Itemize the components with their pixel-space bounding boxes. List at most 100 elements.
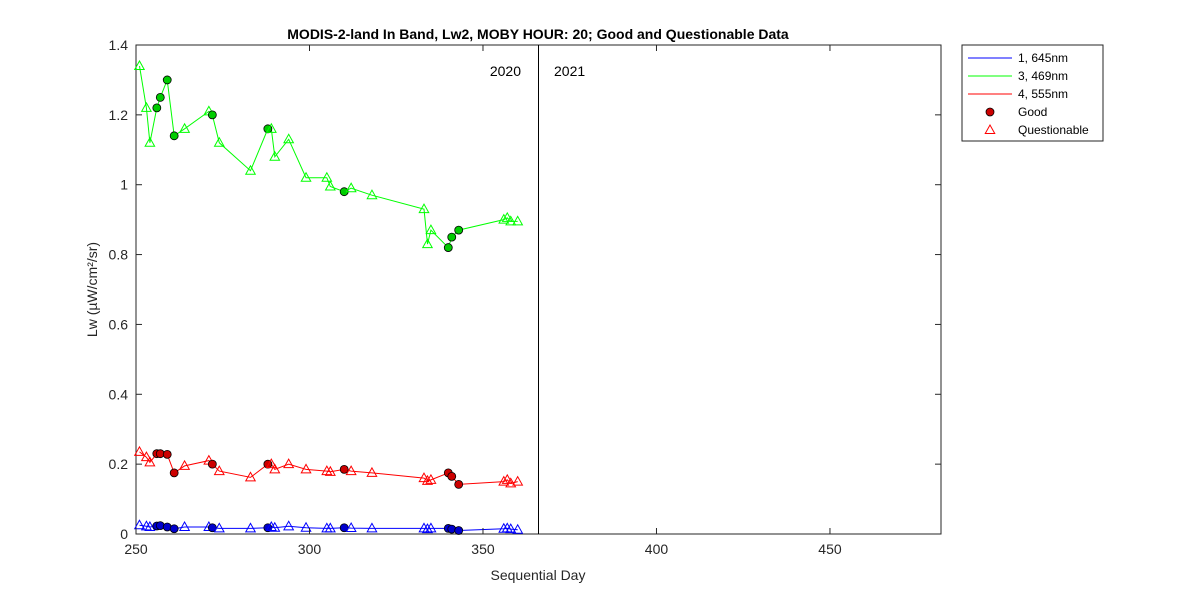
questionable-point <box>418 522 430 533</box>
questionable-point <box>144 136 156 147</box>
y-tick-label: 1.2 <box>109 107 129 123</box>
y-tick-label: 0.6 <box>109 316 129 332</box>
questionable-point <box>324 465 336 476</box>
questionable-point <box>498 213 510 224</box>
questionable-point <box>283 133 295 144</box>
questionable-point <box>425 224 437 235</box>
y-axis-label: Lw (µW/cm²/sr) <box>84 242 100 337</box>
good-point <box>152 103 162 113</box>
x-tick-label: 400 <box>645 541 669 557</box>
axis-ticks: 250 300 350 400 450 0 0.2 0.4 0.6 0.8 1 1.2 1.4 <box>109 37 941 557</box>
questionable-point <box>512 475 524 486</box>
questionable-point <box>425 473 437 484</box>
good-point <box>454 480 464 489</box>
questionable-point <box>366 189 378 200</box>
legend-circle-swatch <box>985 107 995 117</box>
legend-label: Good <box>1018 105 1047 119</box>
good-point <box>454 526 464 535</box>
legend-label: Questionable <box>1018 123 1089 137</box>
questionable-point <box>421 474 434 485</box>
legend-triangle-swatch <box>984 123 996 134</box>
year-label-left: 2020 <box>490 63 521 79</box>
legend-label: 4, 555nm <box>1018 87 1068 101</box>
y-tick-label: 1.4 <box>109 37 129 53</box>
x-tick-label: 250 <box>124 541 148 557</box>
good-point <box>443 243 453 252</box>
questionable-point <box>300 171 312 182</box>
good-point <box>169 131 179 141</box>
questionable-point <box>244 522 257 533</box>
questionable-point <box>283 458 295 469</box>
questionable-point <box>265 520 277 532</box>
questionable-point <box>133 59 146 70</box>
questionable-point <box>283 520 295 531</box>
questionable-point <box>144 456 156 467</box>
questionable-point <box>418 203 430 214</box>
questionable-point <box>265 458 277 469</box>
good-point <box>339 464 349 474</box>
good-point <box>169 524 179 534</box>
questionable-point <box>144 520 156 532</box>
questionable-point <box>501 211 513 222</box>
legend-label: 1, 645nm <box>1018 51 1068 65</box>
questionable-point <box>269 521 281 532</box>
good-point <box>207 459 217 469</box>
questionable-point <box>133 519 146 530</box>
plot-marks <box>133 45 539 535</box>
y-tick-label: 0.2 <box>109 456 129 472</box>
questionable-point <box>425 522 437 533</box>
questionable-point <box>324 180 336 191</box>
questionable-point <box>213 522 225 533</box>
questionable-point <box>501 473 513 484</box>
good-point <box>155 92 165 102</box>
year-label-right: 2021 <box>554 63 585 79</box>
questionable-point <box>345 522 357 533</box>
questionable-point <box>345 465 357 476</box>
questionable-point <box>512 215 524 226</box>
questionable-point <box>133 445 146 456</box>
good-point <box>447 471 457 481</box>
y-tick-label: 0 <box>120 526 128 542</box>
questionable-point <box>300 521 312 532</box>
good-point <box>169 468 179 478</box>
questionable-point <box>505 523 517 534</box>
questionable-point <box>321 171 333 182</box>
good-point <box>162 449 172 459</box>
questionable-point <box>321 465 333 476</box>
questionable-point <box>505 215 517 226</box>
y-tick-label: 1 <box>120 177 128 193</box>
good-point <box>162 75 172 85</box>
y-tick-label: 0.8 <box>109 247 129 263</box>
questionable-point <box>140 101 153 112</box>
questionable-point <box>501 522 513 533</box>
x-tick-label: 450 <box>818 541 842 557</box>
questionable-point <box>213 465 225 476</box>
chart-title: MODIS-2-land In Band, Lw2, MOBY HOUR: 20… <box>287 26 789 42</box>
x-tick-label: 300 <box>298 541 322 557</box>
legend-box <box>961 44 1104 142</box>
good-point <box>447 232 457 242</box>
questionable-point <box>178 520 191 532</box>
questionable-point <box>244 471 257 482</box>
questionable-point <box>213 136 225 147</box>
questionable-point <box>345 182 357 193</box>
questionable-point <box>140 520 153 531</box>
legend-label: 3, 469nm <box>1018 69 1068 83</box>
questionable-point <box>421 523 434 534</box>
questionable-point <box>265 122 277 133</box>
good-point <box>454 225 464 235</box>
questionable-point <box>505 477 517 488</box>
questionable-point <box>366 466 378 477</box>
questionable-point <box>498 475 510 486</box>
questionable-point <box>366 522 378 533</box>
questionable-point <box>421 238 434 249</box>
x-tick-label: 350 <box>471 541 495 557</box>
questionable-point <box>300 463 312 474</box>
questionable-point <box>269 150 281 161</box>
questionable-point <box>178 459 191 470</box>
questionable-point <box>269 463 281 474</box>
questionable-point <box>512 523 524 534</box>
questionable-point <box>324 522 336 533</box>
y-tick-label: 0.4 <box>109 386 129 402</box>
